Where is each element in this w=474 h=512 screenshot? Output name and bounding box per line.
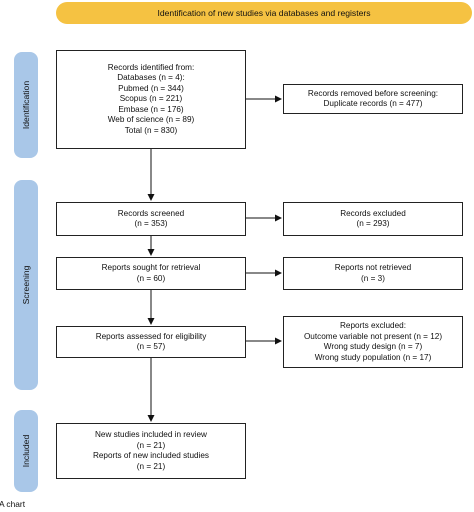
- records-identified-databases: Databases (n = 4):: [117, 73, 185, 83]
- box-reports-excluded: Reports excluded: Outcome variable not p…: [283, 316, 463, 368]
- records-removed-duplicates: Duplicate records (n = 477): [323, 99, 423, 108]
- reports-sought-count: (n = 60): [136, 273, 166, 283]
- box-reports-assessed: Reports assessed for eligibility (n = 57…: [56, 326, 246, 358]
- reports-excluded-population: Wrong study population (n = 17): [314, 352, 432, 362]
- included-studies-count: (n = 21): [136, 440, 166, 450]
- box-records-excluded: Records excluded (n = 293): [283, 202, 463, 236]
- reports-not-retrieved-count: (n = 3): [361, 273, 385, 283]
- box-included: New studies included in review (n = 21) …: [56, 423, 246, 479]
- records-identified-pubmed: Pubmed (n = 344): [118, 83, 184, 93]
- figure-caption: MA chart: [0, 499, 26, 509]
- records-identified-embase: Embase (n = 176): [118, 104, 184, 114]
- box-records-identified: Records identified from: Databases (n = …: [56, 50, 246, 149]
- phase-identification: Identification: [14, 52, 38, 158]
- records-screened-label: Records screened: [117, 208, 185, 218]
- records-screened-count: (n = 353): [134, 219, 168, 228]
- box-reports-not-retrieved: Reports not retrieved (n = 3): [283, 257, 463, 290]
- reports-excluded-design: Wrong study design (n = 7): [323, 342, 423, 351]
- reports-not-retrieved-label: Reports not retrieved: [334, 263, 412, 272]
- header-banner: Identification of new studies via databa…: [56, 2, 472, 24]
- records-identified-wos: Web of science (n = 89): [107, 115, 195, 125]
- box-reports-sought: Reports sought for retrieval (n = 60): [56, 257, 246, 290]
- reports-excluded-heading: Reports excluded:: [340, 321, 406, 330]
- included-reports-count: (n = 21): [136, 461, 166, 471]
- header-title: Identification of new studies via databa…: [157, 8, 371, 18]
- box-records-removed: Records removed before screening: Duplic…: [283, 84, 463, 114]
- reports-assessed-label: Reports assessed for eligibility: [95, 331, 207, 341]
- included-reports-label: Reports of new included studies: [92, 451, 210, 460]
- records-identified-heading: Records identified from:: [107, 62, 195, 72]
- phase-included: Included: [14, 410, 38, 492]
- records-excluded-label: Records excluded: [340, 208, 406, 218]
- reports-excluded-outcome: Outcome variable not present (n = 12): [303, 331, 443, 341]
- records-excluded-count: (n = 293): [356, 219, 390, 228]
- box-records-screened: Records screened (n = 353): [56, 202, 246, 236]
- reports-assessed-count: (n = 57): [136, 342, 166, 351]
- included-studies-label: New studies included in review: [95, 430, 207, 439]
- records-removed-label: Records removed before screening:: [307, 88, 439, 98]
- records-identified-scopus: Scopus (n = 221): [119, 94, 183, 104]
- records-identified-total: Total (n = 830): [124, 125, 178, 135]
- reports-sought-label: Reports sought for retrieval: [101, 263, 201, 272]
- phase-screening: Screening: [14, 180, 38, 390]
